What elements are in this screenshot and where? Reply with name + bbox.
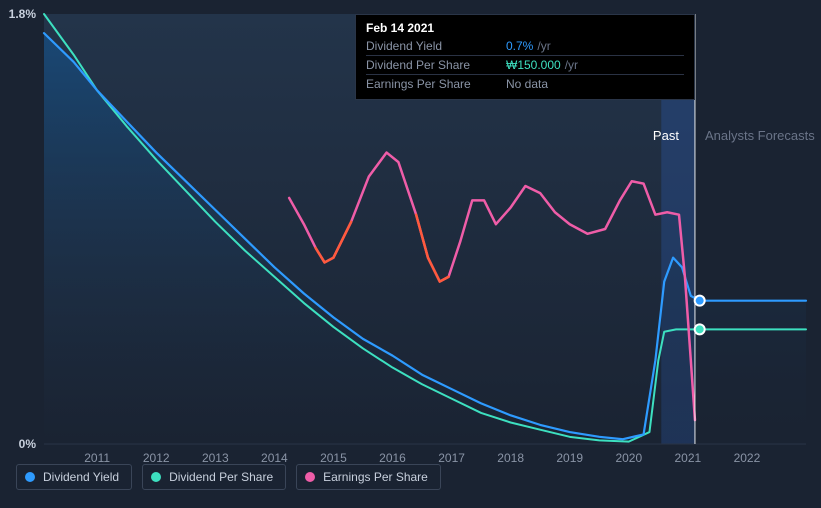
legend-label: Dividend Per Share xyxy=(169,470,273,484)
svg-text:2016: 2016 xyxy=(379,451,406,465)
tooltip-row-value: ₩150.000 xyxy=(506,58,561,72)
legend-item[interactable]: Dividend Per Share xyxy=(142,464,286,490)
svg-text:1.8%: 1.8% xyxy=(9,7,37,21)
tooltip-row-label: Dividend Per Share xyxy=(366,58,506,72)
svg-text:2015: 2015 xyxy=(320,451,347,465)
legend-dot-icon xyxy=(151,472,161,482)
tooltip-row-label: Earnings Per Share xyxy=(366,77,506,91)
svg-text:0%: 0% xyxy=(19,437,37,451)
svg-text:2011: 2011 xyxy=(84,451,110,465)
svg-text:2022: 2022 xyxy=(734,451,761,465)
legend-item[interactable]: Dividend Yield xyxy=(16,464,132,490)
legend-dot-icon xyxy=(25,472,35,482)
tooltip-row-label: Dividend Yield xyxy=(366,39,506,53)
tooltip-row: Dividend Per Share₩150.000/yr xyxy=(366,56,684,75)
tooltip-row-unit: /yr xyxy=(565,58,578,72)
tooltip-date: Feb 14 2021 xyxy=(366,21,684,35)
legend-item[interactable]: Earnings Per Share xyxy=(296,464,441,490)
svg-text:2018: 2018 xyxy=(497,451,524,465)
svg-text:2020: 2020 xyxy=(615,451,642,465)
legend-dot-icon xyxy=(305,472,315,482)
tooltip-row-value: No data xyxy=(506,77,548,91)
tooltip-row-value: 0.7% xyxy=(506,39,533,53)
svg-text:Analysts Forecasts: Analysts Forecasts xyxy=(705,128,815,143)
svg-text:2019: 2019 xyxy=(556,451,583,465)
chart-legend: Dividend Yield Dividend Per Share Earnings… xyxy=(16,464,441,490)
tooltip-row: Earnings Per ShareNo data xyxy=(366,75,684,93)
svg-text:Past: Past xyxy=(653,128,679,143)
svg-text:2021: 2021 xyxy=(675,451,702,465)
chart-tooltip: Feb 14 2021 Dividend Yield0.7%/yrDividen… xyxy=(355,14,695,100)
svg-text:2012: 2012 xyxy=(143,451,170,465)
dividend-chart: 0% 1.8% 2011 2012 2013 2014 2015 2016 2017 2018 20… xyxy=(0,0,821,508)
tooltip-row: Dividend Yield0.7% /yr xyxy=(366,37,684,56)
tooltip-row-unit: /yr xyxy=(537,39,550,53)
svg-text:2014: 2014 xyxy=(261,451,288,465)
legend-label: Dividend Yield xyxy=(43,470,119,484)
svg-text:2017: 2017 xyxy=(438,451,465,465)
svg-text:2013: 2013 xyxy=(202,451,229,465)
legend-label: Earnings Per Share xyxy=(323,470,428,484)
